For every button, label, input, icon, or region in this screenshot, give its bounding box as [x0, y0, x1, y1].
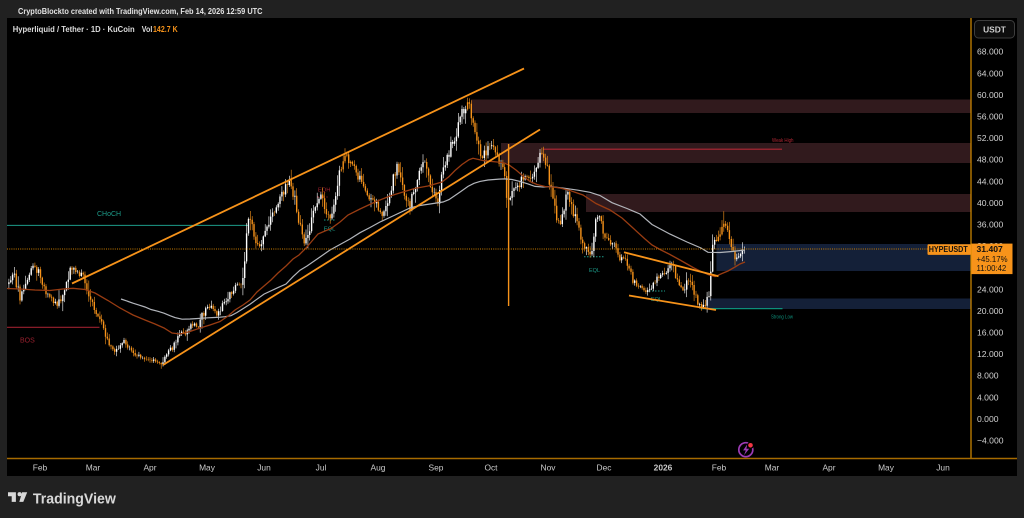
- svg-text:Feb: Feb: [712, 462, 727, 472]
- svg-text:USDT: USDT: [983, 25, 1007, 35]
- svg-text:HYPEUSDT: HYPEUSDT: [929, 245, 968, 254]
- svg-text:64.000: 64.000: [977, 68, 1004, 78]
- svg-text:36.000: 36.000: [977, 220, 1004, 230]
- svg-text:8.000: 8.000: [977, 371, 999, 381]
- svg-text:CHoCH: CHoCH: [97, 211, 121, 218]
- svg-text:52.000: 52.000: [977, 133, 1004, 143]
- svg-text:11:00:42: 11:00:42: [977, 264, 1007, 273]
- svg-text:Jun: Jun: [257, 462, 271, 472]
- svg-text:Sep: Sep: [429, 462, 444, 472]
- svg-text:56.000: 56.000: [977, 112, 1004, 122]
- svg-text:Mar: Mar: [765, 462, 780, 472]
- svg-text:Weak High: Weak High: [772, 138, 794, 144]
- svg-text:TradingView: TradingView: [33, 490, 116, 507]
- svg-text:Apr: Apr: [143, 462, 156, 472]
- svg-text:142.7 K: 142.7 K: [153, 24, 178, 34]
- svg-text:12.000: 12.000: [977, 349, 1004, 359]
- svg-text:60.000: 60.000: [977, 90, 1004, 100]
- svg-text:EQH: EQH: [318, 188, 331, 194]
- svg-text:Strong Low: Strong Low: [771, 315, 794, 321]
- svg-text:16.000: 16.000: [977, 328, 1004, 338]
- svg-text:Dec: Dec: [597, 462, 612, 472]
- svg-text:−4.000: −4.000: [977, 436, 1004, 446]
- svg-text:Jul: Jul: [316, 462, 327, 472]
- svg-text:+45.17%: +45.17%: [977, 255, 1008, 264]
- svg-text:20.000: 20.000: [977, 306, 1004, 316]
- svg-text:Vol: Vol: [142, 24, 153, 34]
- svg-text:CryptoBlockto created with Tra: CryptoBlockto created with TradingView.c…: [18, 6, 263, 16]
- svg-text:BOS: BOS: [20, 338, 35, 345]
- svg-text:24.000: 24.000: [977, 284, 1004, 294]
- svg-text:0.000: 0.000: [977, 414, 999, 424]
- svg-text:May: May: [878, 462, 895, 472]
- svg-text:31.407: 31.407: [977, 244, 1004, 254]
- svg-text:Nov: Nov: [541, 462, 557, 472]
- svg-text:40.000: 40.000: [977, 198, 1004, 208]
- svg-text:May: May: [199, 462, 216, 472]
- svg-text:Oct: Oct: [484, 462, 498, 472]
- svg-text:Jun: Jun: [936, 462, 950, 472]
- svg-text:48.000: 48.000: [977, 155, 1004, 165]
- svg-text:Apr: Apr: [822, 462, 835, 472]
- svg-text:Feb: Feb: [33, 462, 48, 472]
- svg-text:Mar: Mar: [86, 462, 101, 472]
- svg-text:EQL: EQL: [589, 268, 600, 274]
- svg-text:Hyperliquid / Tether · 1D · Ku: Hyperliquid / Tether · 1D · KuCoin: [13, 24, 135, 34]
- svg-text:44.000: 44.000: [977, 176, 1004, 186]
- svg-text:68.000: 68.000: [977, 47, 1004, 57]
- svg-text:Aug: Aug: [371, 462, 386, 472]
- svg-text:2026: 2026: [654, 462, 673, 472]
- svg-text:4.000: 4.000: [977, 392, 999, 402]
